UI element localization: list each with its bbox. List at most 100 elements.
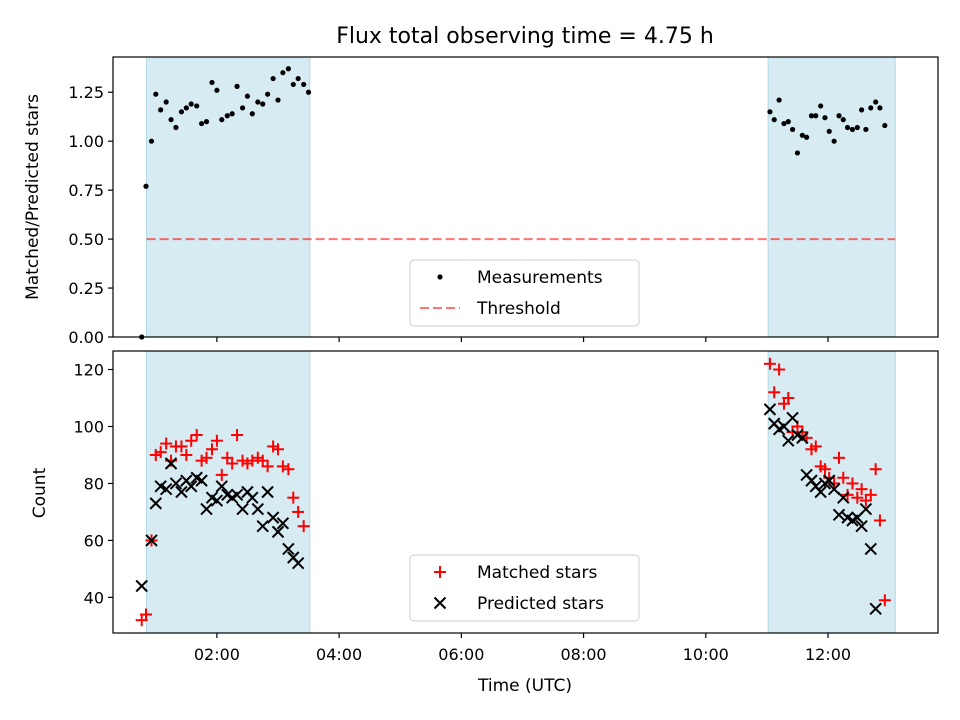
matched-star-point [864, 488, 877, 501]
x-tick-label: 08:00 [561, 645, 607, 664]
measurement-point [158, 107, 164, 113]
predicted-star-point [185, 480, 198, 493]
measurement-point [873, 99, 879, 105]
chart-title: Flux total observing time = 4.75 h [336, 24, 714, 49]
matched-star-point [190, 429, 203, 442]
measurement-point [285, 66, 291, 72]
measurement-point [854, 124, 860, 131]
y-tick-label: 0.75 [68, 181, 104, 200]
matched-star-point [175, 440, 188, 453]
y-tick-label: 60 [84, 531, 104, 550]
x-b [200, 502, 213, 516]
measurement-point [209, 79, 215, 86]
legend-label: Measurements [477, 268, 603, 288]
x-b [791, 428, 804, 442]
matched-star-point [828, 477, 841, 490]
legend: Measurements Threshold [409, 259, 640, 327]
predicted-star-point [169, 477, 183, 490]
predicted-star-point [135, 579, 148, 593]
x-b [251, 502, 265, 516]
matched-star-point [878, 594, 891, 607]
y-tick-label: 120 [73, 361, 104, 380]
matched-star-point [837, 471, 850, 484]
matched-star-point [833, 451, 845, 464]
measurement-point [877, 105, 883, 111]
measurement-point [244, 93, 251, 99]
legend-label: Threshold [476, 299, 561, 319]
measurement-point [234, 83, 240, 89]
matched-star-point [210, 434, 223, 447]
legend-label: Predicted stars [477, 594, 604, 614]
legend: Matched stars Predicted stars [409, 554, 640, 622]
x-b [841, 511, 854, 524]
matched-star-point [873, 514, 886, 527]
predicted-star-point [282, 542, 295, 556]
matched-star-point [200, 451, 213, 464]
observing-interval [146, 56, 311, 338]
y-ticks: 40 60 80 100 120 [73, 361, 113, 607]
x-b [864, 542, 877, 556]
matched-star-point [154, 446, 167, 459]
predicted-star-point [855, 519, 868, 533]
matched-star-point [231, 429, 244, 442]
observing-shades [146, 56, 896, 338]
matched-star-point [206, 443, 218, 456]
x-b [256, 519, 269, 533]
x-b [205, 491, 219, 504]
measurement-point [882, 122, 888, 129]
x-tick-label: 10:00 [683, 645, 729, 664]
predicted-star-point [251, 502, 265, 516]
matched-star-point [818, 463, 831, 476]
predicted-star-point [837, 491, 850, 504]
x-b [832, 508, 846, 521]
matched-star-point [768, 386, 781, 399]
matched-star-point [773, 363, 786, 376]
measurement-point [863, 126, 869, 133]
measurement-point [767, 109, 773, 115]
measurement-point [194, 103, 200, 109]
predicted-star-point [195, 474, 208, 487]
predicted-star-point [210, 494, 224, 507]
y-tick-label: 100 [73, 417, 104, 436]
matched-star-point [297, 520, 310, 533]
measurement-point [143, 183, 149, 189]
measurement-point [804, 134, 810, 140]
measurement-points [139, 66, 888, 340]
measurement-point [188, 101, 194, 107]
predicted-star-point [256, 519, 269, 533]
measurement-point [794, 150, 801, 156]
y-axis-label: Count [30, 467, 50, 518]
predicted-star-point [230, 488, 244, 502]
legend-label: Matched stars [477, 563, 597, 583]
predicted-star-point [149, 497, 162, 510]
x-b [154, 480, 167, 493]
count-points [135, 357, 891, 627]
measurement-point [239, 105, 246, 111]
measurement-point [275, 97, 281, 103]
measurement-point [771, 117, 777, 123]
x-b [159, 482, 173, 496]
x-b [236, 502, 249, 516]
predicted-star-point [164, 457, 178, 470]
x-ticks [216, 337, 829, 342]
x-tick-label: 02:00 [194, 645, 240, 664]
measurement-point [178, 109, 185, 115]
measurement-point [836, 113, 842, 119]
legend-matched-marker [434, 566, 446, 578]
measurement-point [844, 124, 851, 131]
predicted-star-point [859, 502, 873, 516]
measurement-point [818, 103, 824, 109]
matched-star-point [809, 440, 822, 453]
x-b [271, 525, 285, 539]
predicted-star-point [763, 403, 777, 416]
predicted-star-point [159, 482, 173, 496]
matched-star-point [869, 463, 882, 476]
predicted-star-point [145, 534, 158, 547]
measurement-point [305, 89, 312, 95]
legend-box [409, 259, 640, 327]
predicted-star-point [805, 474, 818, 487]
x-b [805, 474, 818, 487]
y-axis-label: Matched/Predicted stars [23, 94, 43, 300]
measurement-point [840, 117, 846, 123]
